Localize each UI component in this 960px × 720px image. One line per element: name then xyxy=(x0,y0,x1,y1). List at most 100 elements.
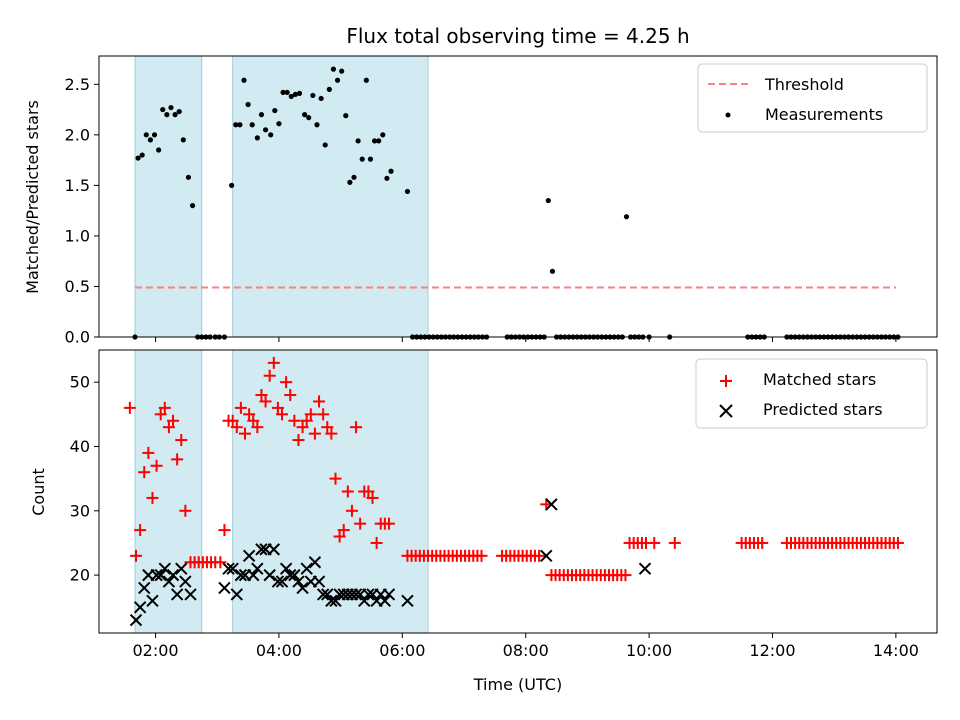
cross-b xyxy=(234,568,248,582)
measurement-point xyxy=(284,89,290,95)
matched-stars-point xyxy=(325,427,338,440)
measurement-point xyxy=(229,182,235,188)
measurement-point xyxy=(314,122,320,128)
measurement-point xyxy=(258,112,265,118)
measurement-point xyxy=(292,91,298,98)
measurement-point xyxy=(268,132,274,138)
matched-stars-point xyxy=(366,491,379,504)
measurement-point xyxy=(156,147,162,153)
legend-predicted-cross-swatch xyxy=(719,404,733,418)
cross-b xyxy=(321,588,334,601)
predicted-stars-point xyxy=(329,594,342,608)
measurement-point xyxy=(254,135,260,141)
predicted-stars-point xyxy=(300,562,313,575)
measurement-point xyxy=(347,179,353,185)
cross-b xyxy=(284,568,297,582)
cross-b xyxy=(329,594,342,608)
predicted-stars-point xyxy=(321,588,334,601)
matched-stars-point xyxy=(308,427,321,440)
panel-ratio-x-ticks xyxy=(155,337,897,342)
cross-b xyxy=(222,562,235,575)
matched-stars-point xyxy=(300,414,313,427)
matched-stars-point xyxy=(218,524,231,537)
panel-ratio-frame xyxy=(98,55,938,338)
matched-stars-point xyxy=(756,536,769,549)
predicted-stars-point xyxy=(154,568,167,582)
cross-b xyxy=(279,562,293,575)
panel-count-series xyxy=(123,356,904,627)
predicted-stars-point xyxy=(545,498,558,511)
matched-stars-point xyxy=(158,401,171,414)
cross-b xyxy=(166,568,180,582)
measurement-point xyxy=(351,174,357,180)
measurement-point xyxy=(367,156,374,162)
cross-b xyxy=(358,594,371,608)
measurement-point xyxy=(241,77,247,83)
measurement-point xyxy=(306,115,312,121)
matched-stars-point xyxy=(891,536,904,549)
y-tick-label: 2.0 xyxy=(65,125,90,144)
matched-stars-point xyxy=(329,472,342,485)
matched-stars-point xyxy=(243,408,256,421)
measurement-point xyxy=(388,168,394,174)
matched-stars-point xyxy=(230,421,243,434)
predicted-stars-point xyxy=(255,543,268,556)
matched-stars-point xyxy=(123,401,136,414)
measurement-point xyxy=(280,89,286,95)
y-tick-label: 40 xyxy=(70,437,90,456)
cross-b xyxy=(271,575,285,588)
measurement-point xyxy=(545,197,551,204)
matched-stars-point xyxy=(171,453,184,466)
matched-stars-point xyxy=(350,421,363,434)
y-tick-label: 50 xyxy=(70,373,90,392)
measurement-point xyxy=(276,121,282,127)
panel-ratio: 0.0 0.5 1.0 1.5 2.0 2.5 Matched/Predicted sta… xyxy=(23,55,938,347)
cross-b xyxy=(255,543,268,556)
matched-stars-point xyxy=(313,395,326,408)
measurement-point xyxy=(355,138,361,144)
x-tick-label: 02:00 xyxy=(132,641,178,660)
cross-b xyxy=(170,588,184,601)
x-tick-label: 06:00 xyxy=(379,641,425,660)
panel-count-frame xyxy=(98,349,938,634)
measurement-point xyxy=(176,108,182,115)
cross-b xyxy=(545,498,558,511)
cross-b xyxy=(263,568,276,582)
matched-stars-point xyxy=(284,389,297,402)
predicted-stars-point xyxy=(401,594,414,608)
panel-count-legend: Matched stars Predicted stars xyxy=(695,358,928,429)
measurement-point xyxy=(322,142,328,148)
predicted-stars-point xyxy=(638,562,652,575)
legend-threshold-label: Threshold xyxy=(764,75,844,94)
predicted-stars-point xyxy=(288,568,301,582)
matched-stars-point xyxy=(263,369,276,382)
matched-stars-point xyxy=(239,427,252,440)
measurement-point xyxy=(249,122,255,128)
measurement-point xyxy=(147,137,154,143)
predicted-stars-point xyxy=(222,562,235,575)
matched-stars-point xyxy=(175,434,188,447)
predicted-stars-point xyxy=(184,588,197,601)
predicted-stars-point xyxy=(349,588,363,601)
matched-stars-point xyxy=(333,530,346,543)
matched-stars-point xyxy=(354,517,367,530)
predicted-stars-point xyxy=(540,549,553,563)
panel-ratio-y-ticks: 0.0 0.5 1.0 1.5 2.0 2.5 xyxy=(65,75,99,347)
measurement-point xyxy=(168,104,174,111)
cross-b xyxy=(179,575,192,588)
x-axis-label: Time (UTC) xyxy=(473,675,562,694)
predicted-stars-point xyxy=(378,594,392,608)
measurement-point xyxy=(404,188,411,195)
cross-b xyxy=(292,575,305,588)
matched-stars-point xyxy=(167,414,180,427)
matched-stars-point xyxy=(619,569,632,582)
measurement-point xyxy=(363,77,369,83)
predicted-stars-point xyxy=(275,575,289,588)
matched-stars-point xyxy=(150,459,163,472)
x-tick-label: 04:00 xyxy=(256,641,302,660)
matched-stars-point xyxy=(304,408,317,421)
matched-stars-point xyxy=(321,421,334,434)
measurement-point xyxy=(189,202,196,209)
panel-ratio-y-axis-label: Matched/Predicted stars xyxy=(23,100,42,294)
